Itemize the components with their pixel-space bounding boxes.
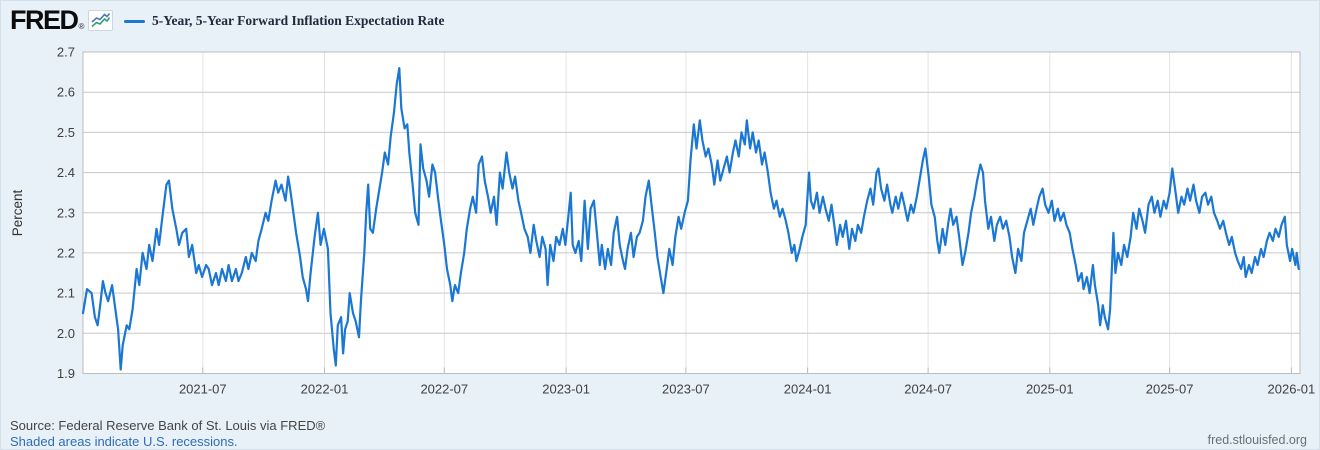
x-axis-tick-label: 2022-07 (420, 382, 468, 397)
x-axis-tick-label: 2026-01 (1268, 382, 1316, 397)
fred-logo[interactable]: FRED (10, 5, 79, 35)
y-axis-tick-label: 2.2 (57, 245, 75, 260)
x-axis-tick-label: 2024-01 (784, 382, 832, 397)
series-legend[interactable]: 5-Year, 5-Year Forward Inflation Expecta… (124, 13, 444, 29)
y-axis-tick-label: 2.0 (57, 326, 75, 341)
y-axis-label-percent: Percent (10, 189, 25, 236)
y-axis-tick-label: 2.1 (57, 286, 75, 301)
series-line[interactable] (81, 66, 1300, 371)
y-axis-tick-label: 2.7 (57, 45, 75, 60)
y-axis-tick-label: 2.4 (57, 165, 75, 180)
site-url-text: fred.stlouisfed.org (1207, 433, 1307, 447)
registered-trademark: ® (78, 22, 85, 31)
y-axis-tick-label: 2.6 (57, 85, 75, 100)
x-axis-tick-label: 2023-07 (662, 382, 710, 397)
fred-sparkline-icon (88, 9, 114, 31)
recessions-note-link[interactable]: Shaded areas indicate U.S. recessions. (10, 434, 238, 449)
x-axis-tick-label: 2025-07 (1146, 382, 1194, 397)
legend-line-swatch (124, 19, 145, 23)
x-axis-tick-label: 2024-07 (904, 382, 952, 397)
y-axis-tick-label: 2.3 (57, 205, 75, 220)
x-axis-tick-label: 2022-01 (301, 382, 349, 397)
y-axis-tick-label: 1.9 (57, 366, 75, 381)
header: FRED ® (10, 5, 114, 35)
x-axis-tick-label: 2023-01 (542, 382, 590, 397)
source-text: Source: Federal Reserve Bank of St. Loui… (10, 418, 326, 433)
legend-series-label: 5-Year, 5-Year Forward Inflation Expecta… (152, 13, 445, 28)
y-axis-tick-label: 2.5 (57, 125, 75, 140)
plot-border (82, 51, 1301, 374)
x-axis-tick-label: 2025-01 (1026, 382, 1074, 397)
x-axis-tick-label: 2021-07 (179, 382, 227, 397)
